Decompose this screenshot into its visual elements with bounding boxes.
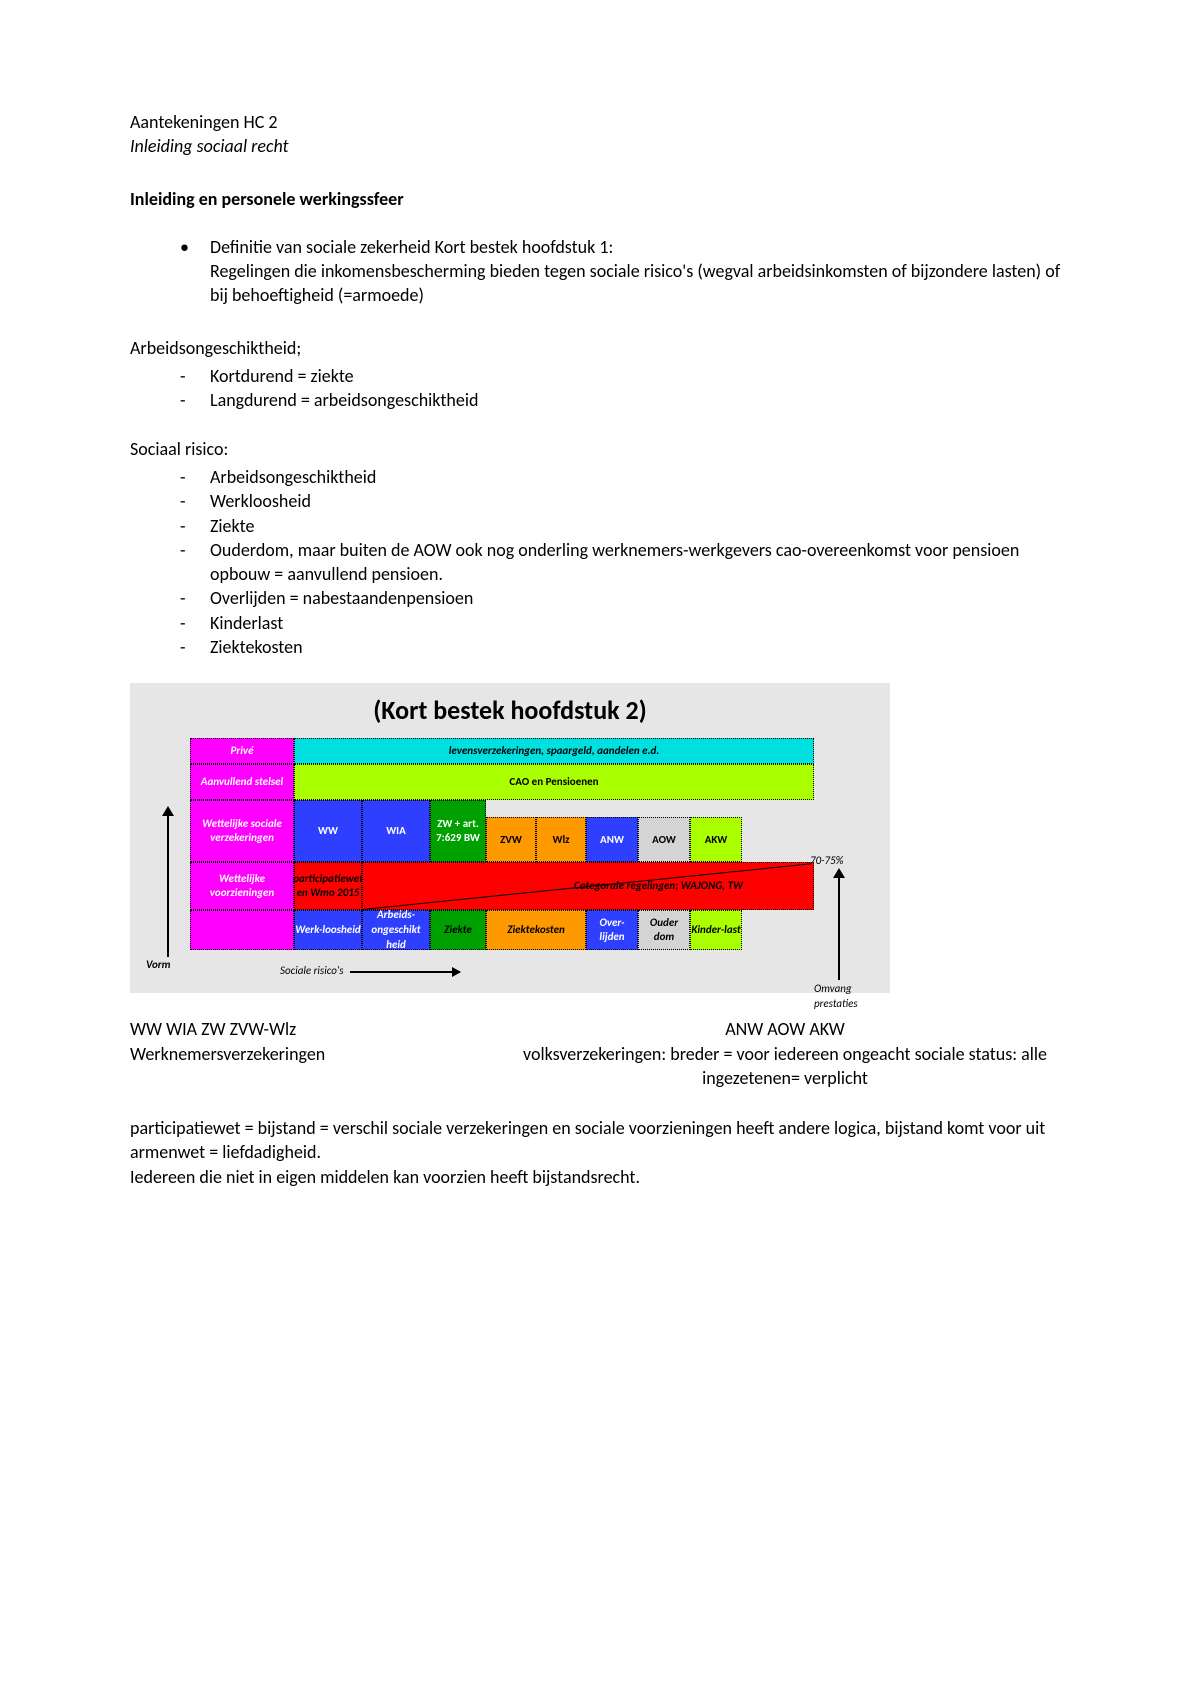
list-item: -Langdurend = arbeidsongeschiktheid — [180, 388, 1070, 412]
risico-arrow-line — [350, 971, 460, 973]
diagram-row-body: WWWIAZW + art. 7:629 BWZVWWlzANWAOWAKW — [294, 800, 814, 862]
diagram-row-body: participatiewet en Wmo 2015Categorale re… — [294, 862, 814, 910]
list-item-text: Kinderlast — [210, 611, 283, 635]
diagram-cell: AOW — [638, 817, 690, 862]
risico-arrow-head-icon — [452, 967, 461, 977]
diagram-row: Privélevensverzekeringen, spaargeld, aan… — [190, 738, 814, 764]
document-page: Aantekeningen HC 2 Inleiding sociaal rec… — [0, 0, 1200, 1269]
diagram-cell: levensverzekeringen, spaargeld, aandelen… — [294, 738, 814, 764]
diagram-title: (Kort bestek hoofdstuk 2) — [130, 693, 890, 728]
list-item-text: Arbeidsongeschiktheid — [210, 465, 376, 489]
dash-icon: - — [180, 388, 210, 412]
diagram-cell: Arbeids-ongeschikt heid — [362, 910, 430, 950]
list-item-text: Ziekte — [210, 514, 254, 538]
col-right-line1: ANW AOW AKW — [500, 1017, 1070, 1041]
diagram-row-body: Werk-loosheidArbeids-ongeschikt heidZiek… — [294, 910, 814, 950]
dash-icon: - — [180, 489, 210, 513]
risico-axis-label: Sociale risico's — [280, 964, 344, 979]
diagram-row: Aanvullend stelselCAO en Pensioenen — [190, 764, 814, 800]
diagram: (Kort bestek hoofdstuk 2) Vorm 70-75% Om… — [130, 683, 890, 993]
two-column-notes: WW WIA ZW ZVW-Wlz Werknemersverzekeringe… — [130, 1017, 1070, 1090]
diagram-cell: AKW — [690, 817, 742, 862]
diagram-cell: Over-lijden — [586, 910, 638, 950]
bullet-text: Definitie van sociale zekerheid Kort bes… — [210, 235, 1070, 308]
list-item-text: Ziektekosten — [210, 635, 303, 659]
list-item: -Overlijden = nabestaandenpensioen — [180, 586, 1070, 610]
definition-bullet: • Definitie van sociale zekerheid Kort b… — [130, 235, 1070, 308]
dash-icon: - — [180, 586, 210, 610]
dash-icon: - — [180, 364, 210, 388]
doc-title: Aantekeningen HC 2 — [130, 110, 1070, 134]
diagram-cell: Kinder-last — [690, 910, 742, 950]
sociaal-heading: Sociaal risico: — [130, 437, 1070, 461]
list-item: -Kinderlast — [180, 611, 1070, 635]
dash-icon: - — [180, 611, 210, 635]
diagram-cell: WW — [294, 800, 362, 862]
diagram-row: Wettelijke sociale verzekeringenWWWIAZW … — [190, 800, 814, 862]
bullet-dot-icon: • — [180, 235, 210, 308]
omvang-arrow-line — [838, 874, 840, 980]
paragraph-line: Iedereen die niet in eigen middelen kan … — [130, 1165, 1070, 1189]
paragraph-line: participatiewet = bijstand = verschil so… — [130, 1116, 1070, 1165]
vorm-axis-label: Vorm — [146, 958, 171, 973]
dash-icon: - — [180, 635, 210, 659]
omvang-arrow-head-icon — [833, 868, 845, 878]
vorm-arrow-head-icon — [162, 806, 174, 816]
arbeids-list: -Kortdurend = ziekte-Langdurend = arbeid… — [130, 364, 1070, 413]
final-paragraph: participatiewet = bijstand = verschil so… — [130, 1116, 1070, 1189]
right-pct-label: 70-75% — [810, 854, 864, 869]
diagram-cell: WIA — [362, 800, 430, 862]
risico-axis: Sociale risico's — [280, 964, 890, 979]
diagram-cell: Ziektekosten — [486, 910, 586, 950]
diagram-cell: ZVW — [486, 817, 536, 862]
list-item: -Werkloosheid — [180, 489, 1070, 513]
diagram-cell: Ouder dom — [638, 910, 690, 950]
list-item-text: Langdurend = arbeidsongeschiktheid — [210, 388, 478, 412]
col-left-line2: Werknemersverzekeringen — [130, 1042, 430, 1066]
diagram-cell: Ziekte — [430, 910, 486, 950]
arbeids-heading: Arbeidsongeschiktheid; — [130, 336, 1070, 360]
dash-icon: - — [180, 538, 210, 587]
diagram-row-label: Wettelijke sociale verzekeringen — [190, 800, 294, 862]
list-item: -Arbeidsongeschiktheid — [180, 465, 1070, 489]
dash-icon: - — [180, 514, 210, 538]
diagram-row-label — [190, 910, 294, 950]
doc-subtitle: Inleiding sociaal recht — [130, 134, 1070, 158]
list-item: -Ziektekosten — [180, 635, 1070, 659]
list-item-text: Overlijden = nabestaandenpensioen — [210, 586, 473, 610]
diagram-row-label: Aanvullend stelsel — [190, 764, 294, 800]
diagram-cell: CAO en Pensioenen — [294, 764, 814, 800]
diagram-cell: ZW + art. 7:629 BW — [430, 800, 486, 862]
diagram-row: Wettelijke voorzieningenparticipatiewet … — [190, 862, 814, 910]
col-right: ANW AOW AKW volksverzekeringen: breder =… — [500, 1017, 1070, 1090]
diagram-row-label: Privé — [190, 738, 294, 764]
diagram-cell: participatiewet en Wmo 2015 — [294, 862, 362, 910]
col-left-line1: WW WIA ZW ZVW-Wlz — [130, 1017, 430, 1041]
diagram-row: Werk-loosheidArbeids-ongeschikt heidZiek… — [190, 910, 814, 950]
diagram-cell: Werk-loosheid — [294, 910, 362, 950]
list-item-text: Ouderdom, maar buiten de AOW ook nog ond… — [210, 538, 1070, 587]
list-item: -Kortdurend = ziekte — [180, 364, 1070, 388]
list-item: -Ziekte — [180, 514, 1070, 538]
diagram-grid: Vorm 70-75% Omvang prestaties Privéleven… — [150, 738, 870, 958]
dash-icon: - — [180, 465, 210, 489]
section-heading: Inleiding en personele werkingssfeer — [130, 187, 1070, 211]
diagram-cell: Wlz — [536, 817, 586, 862]
list-item: -Ouderdom, maar buiten de AOW ook nog on… — [180, 538, 1070, 587]
sociaal-list: -Arbeidsongeschiktheid-Werkloosheid-Ziek… — [130, 465, 1070, 659]
list-item-text: Kortdurend = ziekte — [210, 364, 354, 388]
diagram-row-label: Wettelijke voorzieningen — [190, 862, 294, 910]
col-left: WW WIA ZW ZVW-Wlz Werknemersverzekeringe… — [130, 1017, 430, 1090]
omvang-axis-label: Omvang prestaties — [814, 982, 868, 1012]
list-item-text: Werkloosheid — [210, 489, 311, 513]
diagram-cell: ANW — [586, 817, 638, 862]
col-right-line2: volksverzekeringen: breder = voor iedere… — [500, 1042, 1070, 1091]
vorm-arrow-line — [167, 812, 169, 957]
